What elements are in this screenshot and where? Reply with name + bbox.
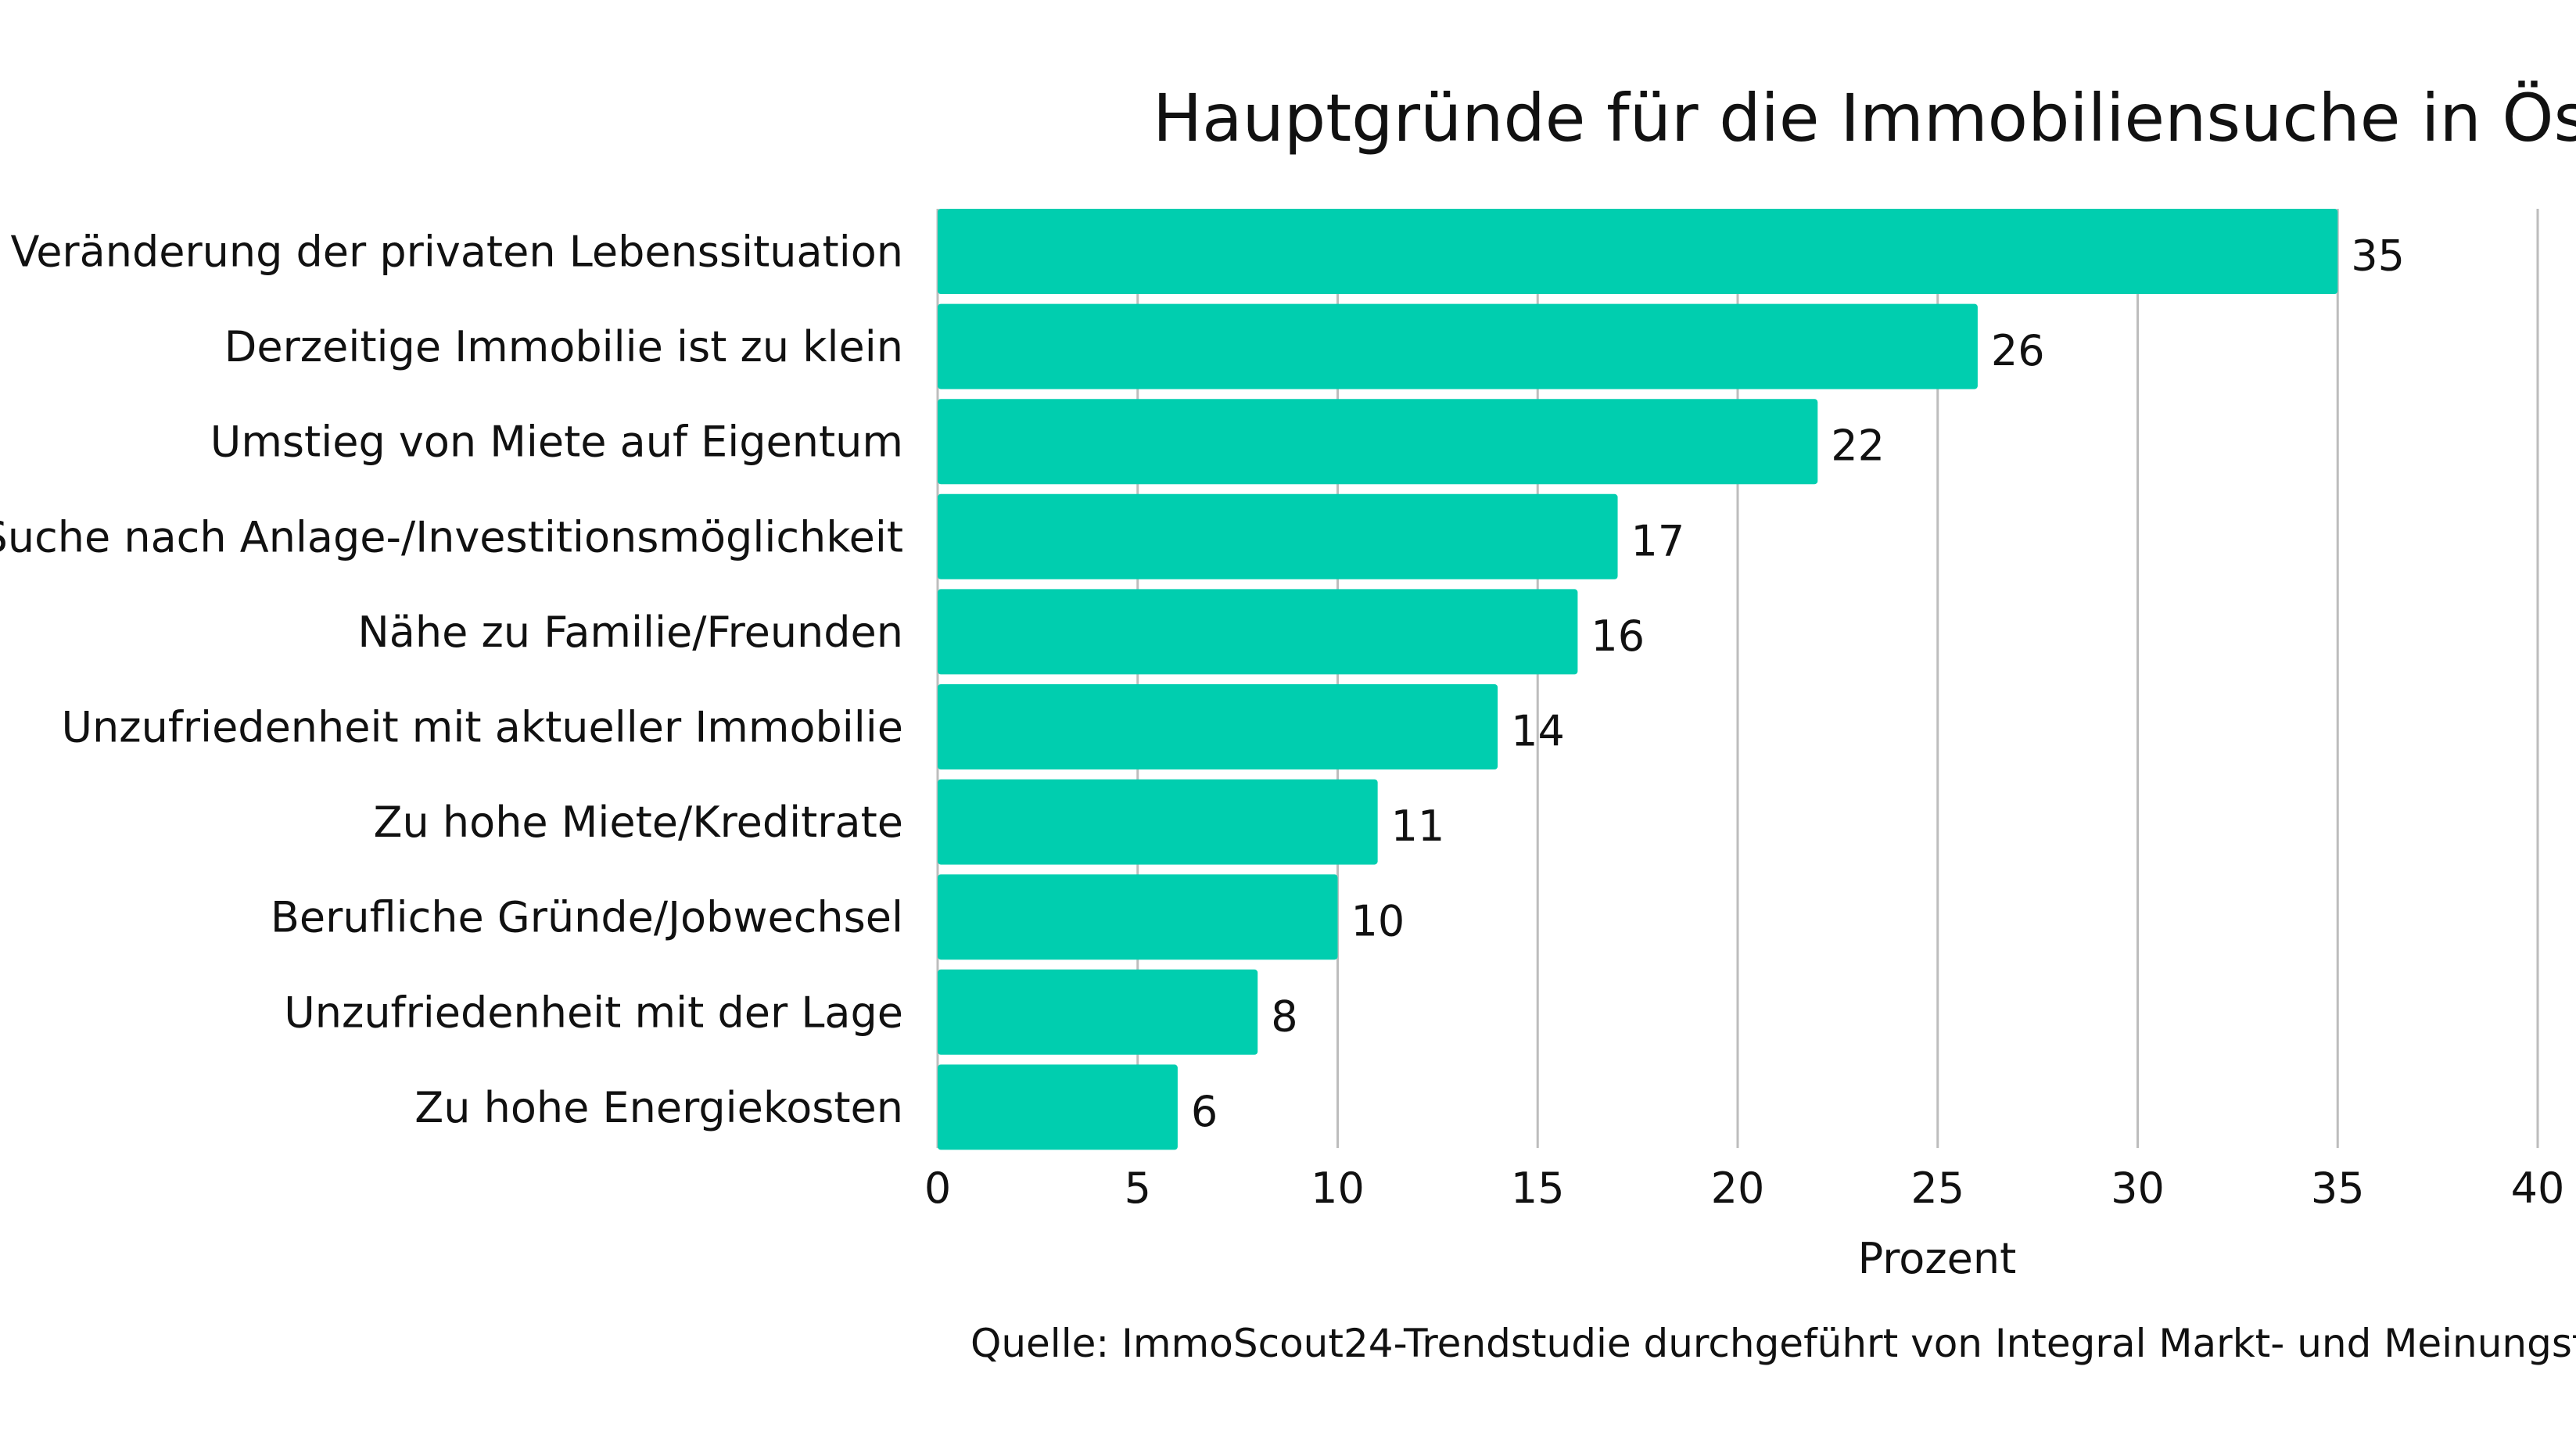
data-label: 17 (1631, 516, 1685, 565)
bar (938, 209, 2338, 294)
data-label: 10 (1351, 897, 1405, 946)
x-tick-label: 35 (2311, 1164, 2365, 1213)
bar (938, 874, 1338, 960)
category-label: Suche nach Anlage-/Investitionsmöglichke… (0, 512, 903, 561)
data-label: 8 (1271, 992, 1297, 1041)
x-tick-label: 0 (924, 1164, 951, 1213)
bar (938, 969, 1258, 1055)
category-label: Berufliche Gründe/Jobwechsel (271, 893, 903, 942)
bar (938, 303, 1978, 389)
data-label: 26 (1991, 326, 2045, 375)
bar (938, 1064, 1178, 1150)
x-tick-label: 20 (1711, 1164, 1765, 1213)
data-label: 14 (1511, 707, 1565, 756)
category-label: Zu hohe Miete/Kreditrate (374, 798, 903, 847)
bar (938, 399, 1818, 485)
data-label: 35 (2351, 231, 2405, 281)
x-tick-label: 15 (1511, 1164, 1565, 1213)
chart-title: Hauptgründe für die Immobiliensuche in Ö… (1153, 80, 2576, 156)
data-label: 6 (1191, 1087, 1218, 1136)
x-tick-label: 30 (2111, 1164, 2165, 1213)
data-label: 11 (1391, 802, 1445, 851)
bar (938, 589, 1578, 675)
category-label: Umstieg von Miete auf Eigentum (210, 418, 903, 467)
x-tick-label: 5 (1125, 1164, 1151, 1213)
x-tick-label: 25 (1910, 1164, 1964, 1213)
bar (938, 684, 1498, 769)
category-label: Zu hohe Energiekosten (414, 1083, 903, 1132)
category-label: Unzufriedenheit mit aktueller Immobilie (62, 703, 903, 752)
x-tick-label: 40 (2511, 1164, 2565, 1213)
category-label: Veränderung der privaten Lebenssituation (10, 228, 903, 277)
bar (938, 779, 1378, 865)
data-label: 22 (1831, 421, 1885, 471)
x-axis-label: Prozent (1858, 1234, 2017, 1283)
data-label: 16 (1591, 612, 1645, 661)
category-label: Unzufriedenheit mit der Lage (284, 988, 903, 1037)
category-label: Derzeitige Immobilie ist zu klein (224, 322, 903, 371)
bar (938, 493, 1618, 579)
source-note: Quelle: ImmoScout24-Trendstudie durchgef… (970, 1321, 2576, 1366)
category-label: Nähe zu Familie/Freunden (357, 608, 903, 657)
x-tick-label: 10 (1311, 1164, 1365, 1213)
